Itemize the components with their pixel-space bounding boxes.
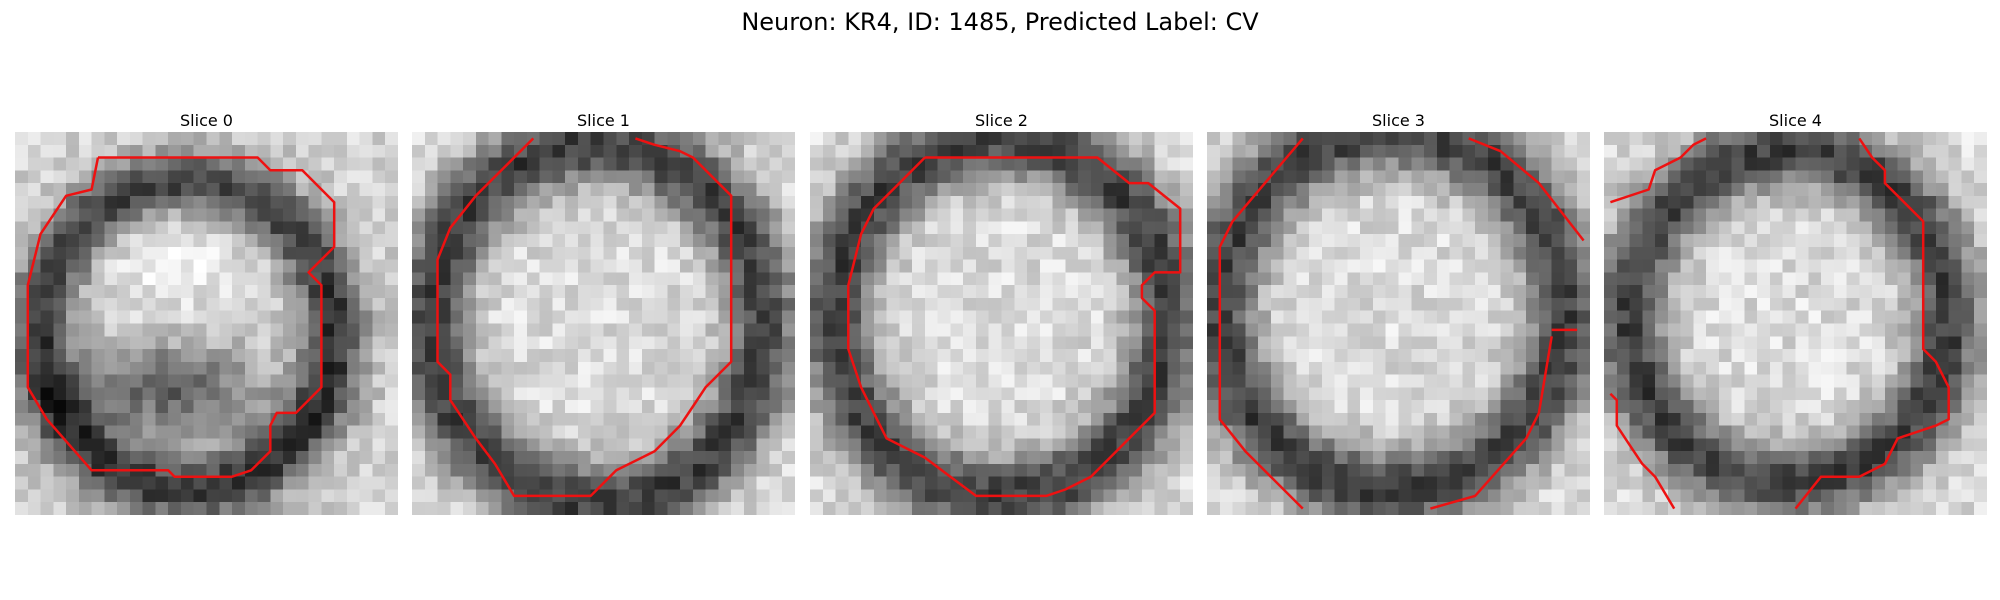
figure-title: Neuron: KR4, ID: 1485, Predicted Label: … (741, 8, 1259, 36)
contour-line-3-0 (1218, 137, 1304, 510)
contour-line-3-1 (1468, 137, 1585, 242)
slice-image-4 (1604, 132, 1987, 515)
slice-image-0 (15, 132, 398, 515)
contour-line-4-1 (1794, 137, 1950, 510)
slice-title-4: Slice 4 (1769, 111, 1822, 130)
contour-line-4-2 (1609, 392, 1676, 510)
slice-image-1 (412, 132, 795, 515)
slice-image-2 (810, 132, 1193, 515)
slice-panel-2: Slice 2 (810, 110, 1193, 515)
slice-image-3 (1207, 132, 1590, 515)
contour-line-2-0 (847, 156, 1182, 498)
slice-panel-4: Slice 4 (1604, 110, 1987, 515)
contour-line-3-3 (1430, 336, 1553, 510)
contour-line-1-0 (436, 137, 733, 498)
slice-panel-0: Slice 0 (15, 110, 398, 515)
contour-line-0-0 (26, 156, 336, 478)
slice-panel-1: Slice 1 (412, 110, 795, 515)
contour-line-4-0 (1610, 137, 1707, 204)
slice-title-1: Slice 1 (577, 111, 630, 130)
slice-title-3: Slice 3 (1372, 111, 1425, 130)
slice-panel-3: Slice 3 (1207, 110, 1590, 515)
slice-title-2: Slice 2 (975, 111, 1028, 130)
slice-title-0: Slice 0 (180, 111, 233, 130)
